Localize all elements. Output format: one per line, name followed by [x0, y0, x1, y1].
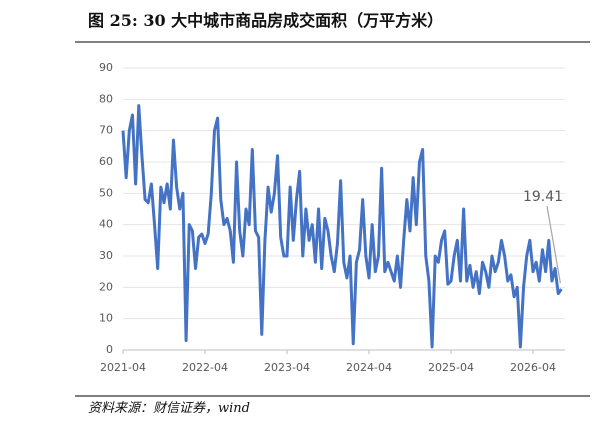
y-tick-label: 80 [99, 92, 113, 105]
y-tick-label: 70 [99, 124, 113, 137]
x-tick-label: 2024-04 [346, 361, 392, 374]
x-tick-label: 2022-04 [182, 361, 228, 374]
y-tick-label: 30 [99, 249, 113, 262]
y-tick-label: 40 [99, 218, 113, 231]
source: 资料来源：财信证券，wind [88, 401, 250, 416]
y-tick-label: 20 [99, 280, 113, 293]
x-tick-label: 2021-04 [100, 361, 146, 374]
y-tick-label: 50 [99, 186, 113, 199]
y-tick-label: 0 [106, 343, 113, 356]
x-tick-label: 2026-04 [510, 361, 556, 374]
y-tick-label: 90 [99, 61, 113, 74]
x-tick-label: 2025-04 [428, 361, 474, 374]
y-tick-label: 60 [99, 155, 113, 168]
y-tick-label: 10 [99, 312, 113, 325]
series-line [121, 104, 563, 349]
x-tick-label: 2023-04 [264, 361, 310, 374]
chart-title: 图 25: 30 大中城市商品房成交面积（万平方米） [88, 11, 443, 30]
annotation-leader [546, 205, 561, 284]
data-label: 19.41 [523, 189, 563, 205]
